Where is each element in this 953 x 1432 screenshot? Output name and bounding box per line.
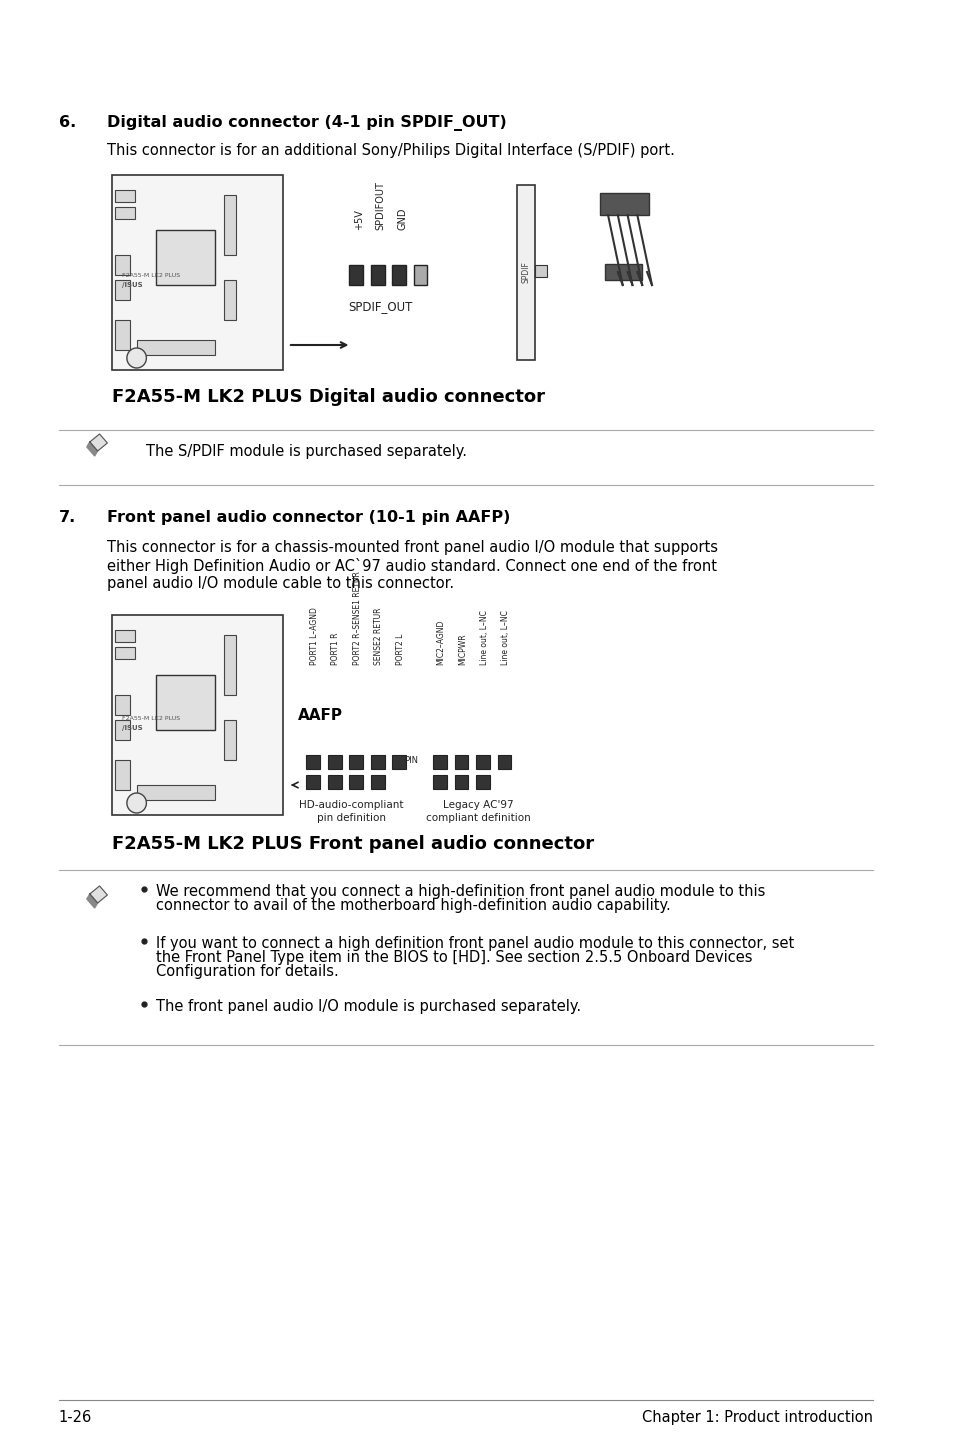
Text: PORT1 R: PORT1 R: [331, 633, 340, 664]
Text: Digital audio connector (4-1 pin SPDIF_OUT): Digital audio connector (4-1 pin SPDIF_O…: [108, 115, 507, 130]
Bar: [306, 755, 320, 769]
Text: The front panel audio I/O module is purchased separately.: The front panel audio I/O module is purc…: [156, 1000, 580, 1014]
Bar: [224, 720, 236, 760]
Text: compliant definition: compliant definition: [425, 813, 530, 823]
Text: 1-26: 1-26: [58, 1411, 91, 1425]
Text: PORT2 R–SENSE1 RETUR: PORT2 R–SENSE1 RETUR: [353, 571, 361, 664]
Bar: [115, 190, 134, 202]
Circle shape: [127, 348, 146, 368]
Bar: [371, 755, 384, 769]
Bar: [306, 775, 320, 789]
Bar: [433, 775, 447, 789]
Bar: [115, 255, 130, 275]
Text: HD-audio-compliant: HD-audio-compliant: [299, 800, 403, 811]
Polygon shape: [87, 894, 97, 908]
Text: SPDIF_OUT: SPDIF_OUT: [348, 299, 413, 314]
Bar: [476, 755, 490, 769]
Text: PORT2 L: PORT2 L: [395, 633, 404, 664]
Bar: [224, 634, 236, 695]
Bar: [349, 775, 363, 789]
Bar: [156, 231, 214, 285]
Bar: [535, 265, 546, 276]
Text: AAFP: AAFP: [297, 707, 342, 723]
Text: /ISUS: /ISUS: [122, 725, 143, 730]
Bar: [115, 695, 130, 715]
Bar: [604, 263, 641, 281]
Bar: [115, 319, 130, 349]
Bar: [136, 785, 214, 800]
Text: If you want to connect a high definition front panel audio module to this connec: If you want to connect a high definition…: [156, 937, 794, 951]
Bar: [112, 175, 283, 369]
Bar: [371, 775, 384, 789]
Text: Front panel audio connector (10-1 pin AAFP): Front panel audio connector (10-1 pin AA…: [108, 510, 510, 526]
Polygon shape: [87, 442, 97, 455]
Bar: [497, 755, 511, 769]
Text: PIN: PIN: [403, 756, 417, 765]
Text: the Front Panel Type item in the BIOS to [HD]. See section 2.5.5 Onboard Devices: the Front Panel Type item in the BIOS to…: [156, 949, 752, 965]
Text: Configuration for details.: Configuration for details.: [156, 964, 338, 979]
Bar: [115, 720, 130, 740]
Bar: [115, 630, 134, 642]
Bar: [349, 265, 363, 285]
Text: MIC2–AGND: MIC2–AGND: [436, 620, 445, 664]
Text: /ISUS: /ISUS: [122, 282, 143, 288]
Bar: [112, 614, 283, 815]
Text: SPDIFOUT: SPDIFOUT: [375, 180, 385, 231]
Text: Legacy AC'97: Legacy AC'97: [442, 800, 513, 811]
Bar: [115, 208, 134, 219]
Bar: [224, 281, 236, 319]
Text: F2A55-M LK2 PLUS: F2A55-M LK2 PLUS: [122, 274, 180, 278]
Bar: [328, 755, 341, 769]
Bar: [517, 185, 535, 359]
Text: 7.: 7.: [58, 510, 75, 526]
Text: Line out, L–NC: Line out, L–NC: [500, 610, 510, 664]
Bar: [349, 755, 363, 769]
Text: F2A55-M LK2 PLUS Front panel audio connector: F2A55-M LK2 PLUS Front panel audio conne…: [112, 835, 594, 853]
Bar: [476, 775, 490, 789]
Bar: [392, 755, 406, 769]
Text: This connector is for a chassis-mounted front panel audio I/O module that suppor: This connector is for a chassis-mounted …: [108, 540, 718, 591]
Circle shape: [127, 793, 146, 813]
Text: F2A55-M LK2 PLUS Digital audio connector: F2A55-M LK2 PLUS Digital audio connector: [112, 388, 545, 407]
Bar: [392, 265, 406, 285]
Bar: [433, 755, 447, 769]
Bar: [455, 775, 468, 789]
Bar: [455, 755, 468, 769]
Bar: [599, 193, 648, 215]
Text: This connector is for an additional Sony/Philips Digital Interface (S/PDIF) port: This connector is for an additional Sony…: [108, 143, 675, 158]
Text: F2A55-M LK2 PLUS: F2A55-M LK2 PLUS: [122, 716, 180, 720]
Text: The S/PDIF module is purchased separately.: The S/PDIF module is purchased separatel…: [146, 444, 467, 460]
Bar: [328, 775, 341, 789]
Bar: [136, 339, 214, 355]
Text: SPDIF: SPDIF: [521, 261, 530, 284]
Text: PORT1 L–AGND: PORT1 L–AGND: [310, 607, 318, 664]
Bar: [115, 647, 134, 659]
Bar: [371, 265, 384, 285]
Text: +5V: +5V: [354, 209, 364, 231]
Polygon shape: [90, 434, 108, 451]
Text: connector to avail of the motherboard high-definition audio capability.: connector to avail of the motherboard hi…: [156, 898, 670, 914]
Bar: [224, 195, 236, 255]
Bar: [414, 265, 427, 285]
Bar: [115, 760, 130, 790]
Text: pin definition: pin definition: [316, 813, 385, 823]
Text: Chapter 1: Product introduction: Chapter 1: Product introduction: [640, 1411, 872, 1425]
Text: 6.: 6.: [58, 115, 75, 130]
Bar: [115, 281, 130, 299]
Text: Line out, L–NC: Line out, L–NC: [479, 610, 488, 664]
Text: MICPWR: MICPWR: [457, 633, 467, 664]
Bar: [156, 674, 214, 730]
Text: SENSE2 RETUR: SENSE2 RETUR: [374, 607, 383, 664]
Text: We recommend that you connect a high-definition front panel audio module to this: We recommend that you connect a high-def…: [156, 884, 764, 899]
Text: GND: GND: [396, 208, 407, 231]
Polygon shape: [90, 886, 108, 904]
